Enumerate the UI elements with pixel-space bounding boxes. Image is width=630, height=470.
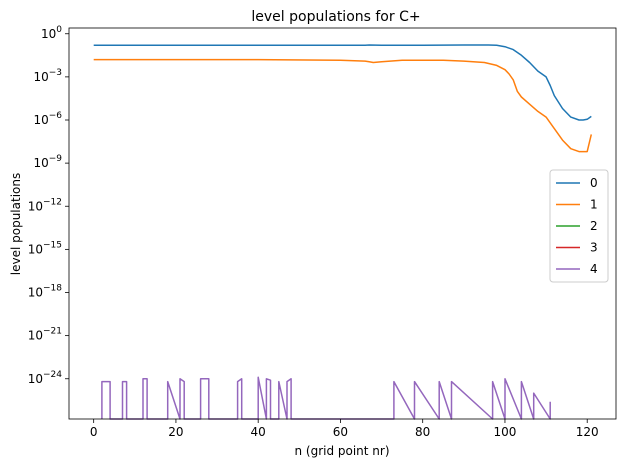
series-line-0 bbox=[93, 44, 592, 121]
series-line-1 bbox=[93, 58, 593, 153]
y-tick-label: 10−21 bbox=[28, 327, 62, 343]
x-tick-label: 80 bbox=[415, 425, 430, 439]
legend-label-2: 2 bbox=[590, 219, 598, 233]
y-tick-label: 10−9 bbox=[33, 154, 62, 170]
legend-label-1: 1 bbox=[590, 198, 598, 212]
plot-lines bbox=[93, 44, 593, 420]
y-tick-label: 10−12 bbox=[28, 197, 62, 213]
x-tick-label: 20 bbox=[168, 425, 183, 439]
y-tick-label: 10−15 bbox=[28, 240, 62, 256]
series-line-4 bbox=[101, 376, 551, 420]
x-tick-label: 0 bbox=[90, 425, 98, 439]
legend: 0 1 2 3 4 bbox=[549, 169, 609, 283]
y-tick-label: 10−6 bbox=[33, 111, 62, 127]
x-axis-label: n (grid point nr) bbox=[294, 444, 389, 458]
x-tick-label: 60 bbox=[333, 425, 348, 439]
x-tick-label: 120 bbox=[576, 425, 599, 439]
x-tick-label: 40 bbox=[251, 425, 266, 439]
chart-title: level populations for C+ bbox=[251, 9, 420, 25]
legend-label-4: 4 bbox=[590, 262, 598, 276]
y-tick-label: 10−18 bbox=[28, 284, 63, 300]
y-tick-label: 10−24 bbox=[28, 370, 63, 386]
legend-label-3: 3 bbox=[590, 241, 598, 255]
y-axis-label: level populations bbox=[9, 173, 23, 275]
axes-frame bbox=[68, 27, 617, 420]
y-axis: 100 10−3 10−6 10−9 10−12 10−15 10−18 10−21 10−24 bbox=[28, 25, 69, 386]
y-tick-label: 10−3 bbox=[33, 68, 62, 84]
x-tick-label: 100 bbox=[494, 425, 517, 439]
y-tick-label: 100 bbox=[41, 25, 62, 41]
legend-label-0: 0 bbox=[590, 176, 598, 190]
x-axis: 0 20 40 60 80 100 120 bbox=[90, 419, 599, 439]
